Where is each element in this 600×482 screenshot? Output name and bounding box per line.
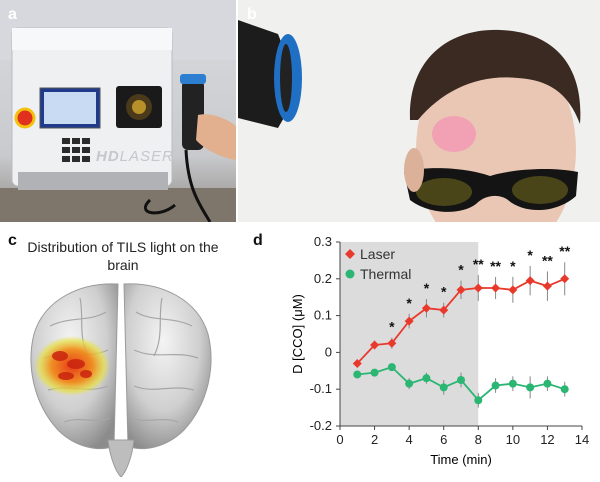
data-point-thermal: [560, 385, 569, 394]
data-point-thermal: [491, 381, 500, 390]
data-point-thermal: [353, 370, 362, 379]
device-brand-logo: LASER: [119, 148, 174, 165]
data-point-laser: [491, 283, 501, 293]
panel-label-c: c: [8, 232, 17, 249]
significance-mark: *: [458, 262, 464, 278]
significance-mark: **: [490, 258, 501, 274]
legend-marker-laser: [345, 249, 355, 259]
x-tick-label: 12: [540, 432, 554, 447]
significance-mark: **: [473, 256, 484, 272]
significance-mark: *: [389, 319, 395, 335]
panel-label-a: a: [8, 6, 17, 23]
data-point-thermal: [422, 374, 431, 383]
significance-mark: **: [542, 252, 553, 268]
y-tick-label: 0.1: [314, 308, 332, 323]
x-tick-label: 6: [440, 432, 447, 447]
device-brand-prefix: HD: [96, 148, 120, 165]
chart-axes: [339, 242, 582, 427]
y-tick-label: -0.2: [310, 418, 332, 433]
cco-line-chart: 0 2 4 6 8 10 12 14-0.2-0.100.10.20.3 *** ** ** ** *…: [290, 234, 590, 467]
y-tick-label: 0.3: [314, 234, 332, 249]
data-point-thermal: [526, 383, 535, 392]
data-point-thermal: [474, 396, 483, 405]
data-point-laser: [560, 274, 570, 284]
data-point-laser: [542, 281, 552, 291]
data-point-laser: [525, 276, 535, 286]
data-point-laser: [439, 305, 449, 315]
data-point-thermal: [387, 363, 396, 372]
brain-panel-title: Distribution of TILS light on the brain: [27, 239, 219, 273]
legend-label-laser: Laser: [360, 246, 395, 262]
x-tick-label: 4: [406, 432, 413, 447]
laser-device-illustration: [0, 0, 236, 222]
data-point-thermal: [457, 376, 465, 384]
panel-a-device-photo: HDLASER: [0, 0, 236, 222]
panel-c-brain: Distribution of TILS light on the brain: [0, 226, 238, 477]
y-tick-label: 0: [325, 344, 332, 359]
data-point-laser: [508, 285, 518, 295]
x-tick-label: 0: [336, 432, 343, 447]
y-tick-label: 0.2: [314, 271, 332, 286]
chart-legend: Laser Thermal: [345, 246, 411, 282]
data-point-laser: [473, 283, 483, 293]
significance-mark: *: [424, 280, 430, 296]
data-point-laser: [456, 285, 466, 295]
significance-mark: *: [510, 258, 516, 274]
x-axis-label: Time (min): [430, 452, 492, 467]
data-point-laser: [387, 338, 397, 348]
data-point-laser: [404, 316, 414, 326]
shaded-region: [340, 242, 479, 426]
y-tick-label: -0.1: [310, 381, 332, 396]
legend-label-thermal: Thermal: [360, 266, 411, 282]
significance-mark: *: [527, 247, 533, 263]
data-point-thermal: [543, 379, 552, 388]
legend-marker-thermal: [345, 269, 355, 279]
significance-mark: *: [406, 295, 412, 311]
data-point-laser: [352, 358, 362, 368]
chart-series: [352, 262, 570, 408]
x-tick-label: 8: [475, 432, 482, 447]
data-point-thermal: [439, 383, 448, 392]
data-point-thermal: [405, 379, 414, 388]
y-axis-label: D [CCO] (μM): [290, 294, 305, 374]
significance-markers: *** ** ** ** ** ****: [389, 243, 571, 334]
x-tick-label: 14: [575, 432, 589, 447]
significance-mark: *: [441, 284, 447, 300]
brain-illustration: [30, 283, 212, 477]
panel-label-b: b: [247, 6, 257, 23]
data-point-laser: [421, 303, 431, 313]
panel-d-chart: 0 2 4 6 8 10 12 14 -0.2 -0.1 0 0.1 0.2 0.3 * * * * * ** ** *…: [240, 226, 600, 477]
significance-mark: **: [559, 243, 570, 259]
patient-illustration: [238, 0, 600, 222]
data-point-thermal: [508, 379, 517, 388]
x-tick-label: 10: [506, 432, 520, 447]
data-point-laser: [370, 340, 380, 350]
panel-label-d: d: [253, 232, 263, 249]
chart-ticks: 0 2 4 6 8 10 12 14 -0.2 -0.1 0 0.1 0.2 0.3: [310, 234, 590, 447]
data-point-thermal: [370, 368, 379, 377]
x-tick-label: 2: [371, 432, 378, 447]
panel-b-patient-photo: [238, 0, 600, 222]
